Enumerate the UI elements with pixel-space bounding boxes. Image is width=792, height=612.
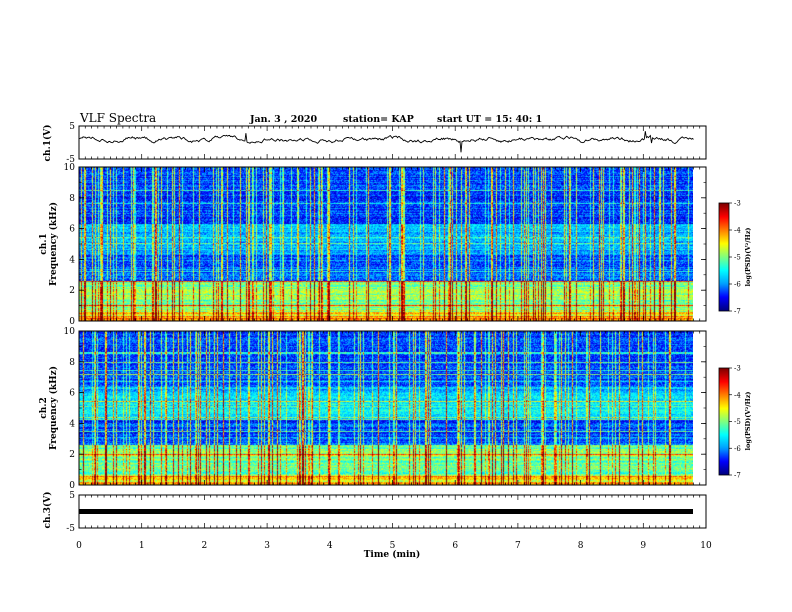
ch2-spectrogram-ytick-label: 4 xyxy=(69,419,75,429)
x-tick-label: 0 xyxy=(76,541,82,551)
x-tick-label: 7 xyxy=(515,541,521,551)
colorbar-tick-label: -6 xyxy=(734,445,741,453)
ch1-spectrogram-ytick-label: 10 xyxy=(64,163,76,173)
x-tick-label: 10 xyxy=(700,541,712,551)
x-tick-label: 2 xyxy=(202,541,208,551)
x-axis-label: Time (min) xyxy=(364,549,421,560)
colorbar-tick-label: -3 xyxy=(734,365,741,373)
ch1-waveform-ytick-label: -5 xyxy=(66,155,75,165)
station-label: station= KAP xyxy=(343,114,414,125)
colorbar-tick-label: -3 xyxy=(734,200,741,208)
ch1-colorbar-label: log(PSD)(V²/Hz) xyxy=(744,228,752,287)
ch1-spectrogram-ytick-label: 8 xyxy=(69,194,75,204)
ch2-spectrogram-image xyxy=(79,331,693,485)
ch2-spectrogram-ylabel: ch.2 xyxy=(39,397,49,418)
colorbar-tick-label: -5 xyxy=(734,254,741,262)
ch1-waveform-ytick-label: 5 xyxy=(69,122,75,132)
colorbar-tick-label: -7 xyxy=(734,472,741,480)
ch2-colorbar xyxy=(719,368,729,475)
ch2-spectrogram-ytick-label: 0 xyxy=(69,481,75,491)
x-tick-label: 9 xyxy=(640,541,646,551)
colorbar-tick-label: -6 xyxy=(734,281,741,289)
x-tick-label: 8 xyxy=(578,541,584,551)
ch1-waveform-ylabel: ch.1(V) xyxy=(42,125,53,162)
ch1-spectrogram-ylabel: ch.1 xyxy=(39,233,49,254)
ch1-colorbar xyxy=(719,203,729,311)
ch2-spectrogram-ytick-label: 10 xyxy=(64,327,76,337)
colorbar-tick-label: -4 xyxy=(734,227,741,235)
ch1-spectrogram-ytick-label: 2 xyxy=(69,286,75,296)
colorbar-tick-label: -4 xyxy=(734,391,741,399)
ch1-waveform-trace xyxy=(79,131,694,153)
ch1-frequency-ylabel: Frequency (kHz) xyxy=(48,202,59,286)
figure-title: VLF Spectra xyxy=(79,111,156,125)
ch2-frequency-ylabel: Frequency (kHz) xyxy=(48,366,59,450)
x-tick-label: 3 xyxy=(264,541,270,551)
ch2-colorbar-label: log(PSD)(V²/Hz) xyxy=(744,392,752,451)
ch3-waveform-ylabel: ch.3(V) xyxy=(42,492,53,529)
ch1-spectrogram-ytick-label: 6 xyxy=(69,225,75,235)
ch1-spectrogram-ytick-label: 4 xyxy=(69,255,75,265)
ch3-waveform-ytick-label: -5 xyxy=(66,524,75,534)
x-tick-label: 5 xyxy=(390,541,396,551)
x-tick-label: 4 xyxy=(327,541,333,551)
start-time-label: start UT = 15: 40: 1 xyxy=(437,114,542,125)
ch3-waveform-ytick-label: 5 xyxy=(69,491,75,501)
ch1-spectrogram-image xyxy=(79,167,693,321)
ch2-spectrogram-ytick-label: 8 xyxy=(69,358,75,368)
colorbar-tick-label: -5 xyxy=(734,418,741,426)
x-tick-label: 6 xyxy=(452,541,458,551)
ch2-spectrogram-ytick-label: 2 xyxy=(69,450,75,460)
ch2-spectrogram-ytick-label: 6 xyxy=(69,389,75,399)
x-tick-label: 1 xyxy=(139,541,145,551)
ch3-waveform-trace xyxy=(79,509,693,514)
date-label: Jan. 3 , 2020 xyxy=(249,114,318,125)
colorbar-tick-label: -7 xyxy=(734,308,741,316)
ch1-spectrogram-ytick-label: 0 xyxy=(69,317,75,327)
